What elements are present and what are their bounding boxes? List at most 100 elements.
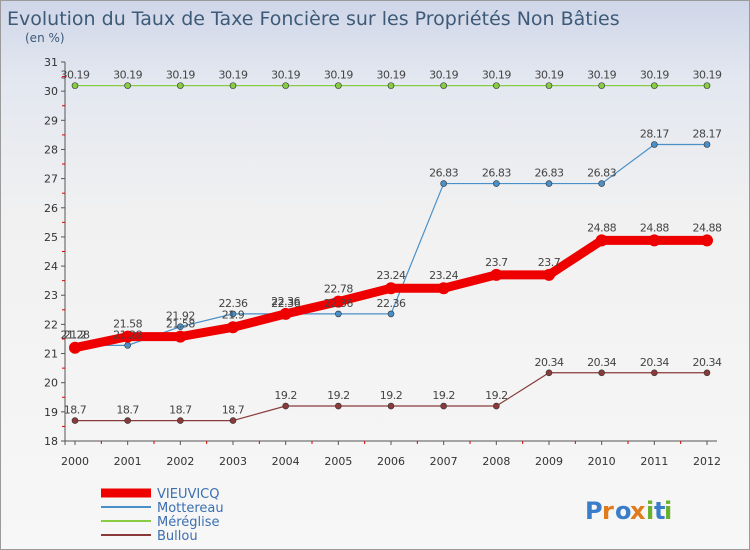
data-label: 30.19 [535, 69, 564, 82]
data-point [177, 417, 184, 424]
logo-letter: t [654, 497, 665, 525]
data-label: 18.7 [64, 404, 87, 417]
y-tick-label: 25 [44, 231, 58, 244]
data-point [598, 82, 605, 89]
data-point [545, 369, 553, 377]
series-vieuvicq [69, 234, 713, 354]
x-tick-label: 2010 [588, 455, 616, 468]
y-tick-label: 23 [44, 289, 58, 302]
data-label: 21.92 [166, 310, 195, 323]
series-méréglise [71, 82, 711, 89]
series-layer [69, 82, 713, 424]
data-label: 30.19 [219, 69, 248, 82]
data-point [598, 369, 605, 377]
series-bullou [71, 369, 711, 424]
data-label: 28.17 [640, 128, 669, 141]
logo-letter: i [646, 497, 654, 525]
data-point [493, 82, 500, 89]
data-label: 20.34 [587, 356, 616, 369]
data-label: 30.19 [271, 69, 300, 82]
data-label: 30.19 [587, 69, 616, 82]
data-point [437, 282, 450, 295]
data-point [703, 141, 711, 148]
data-point [174, 330, 187, 343]
data-label: 30.19 [324, 69, 353, 82]
data-label: 30.19 [482, 69, 511, 82]
data-label: 30.19 [166, 69, 195, 82]
data-label: 24.88 [640, 221, 669, 234]
y-tick-label: 28 [44, 143, 58, 156]
data-point [124, 82, 131, 89]
data-point [121, 330, 134, 343]
x-tick-label: 2004 [272, 455, 300, 468]
data-label: 21.58 [113, 318, 142, 331]
x-tick-label: 2000 [61, 455, 89, 468]
data-point [543, 268, 555, 281]
x-tick-label: 2002 [166, 455, 194, 468]
data-point [387, 402, 395, 410]
data-point [124, 417, 131, 424]
x-tick-label: 2003 [219, 455, 247, 468]
y-tick-label: 19 [44, 406, 58, 419]
y-tick-label: 24 [44, 260, 58, 273]
data-point [703, 369, 711, 377]
x-tick-label: 2001 [114, 455, 142, 468]
data-label: 21.2 [64, 329, 87, 342]
data-point [335, 82, 342, 89]
data-point [71, 82, 79, 89]
data-label: 18.7 [169, 404, 192, 417]
data-label: 24.88 [693, 221, 722, 234]
data-label: 26.83 [587, 167, 616, 180]
y-tick-label: 21 [44, 348, 58, 361]
data-label: 23.24 [377, 269, 406, 282]
data-label: 30.19 [429, 69, 458, 82]
data-label: 22.36 [377, 297, 406, 310]
data-point [493, 402, 500, 410]
logo-letter: i [664, 497, 672, 525]
data-point [227, 321, 239, 334]
logo-letter: o [615, 497, 632, 525]
data-point [651, 369, 658, 377]
data-point [335, 402, 342, 410]
data-label: 20.34 [693, 356, 722, 369]
data-label: 26.83 [429, 167, 458, 180]
x-tick-label: 2008 [482, 455, 510, 468]
data-label: 30.19 [113, 69, 142, 82]
data-point [279, 307, 292, 320]
data-point [177, 323, 184, 331]
data-point [69, 341, 81, 354]
data-point [440, 402, 447, 410]
data-point [703, 82, 711, 89]
legend-label: Mottereau [157, 501, 224, 516]
logo-letter: x [630, 497, 646, 525]
data-label: 23.7 [538, 256, 561, 269]
x-tick-label: 2011 [640, 455, 668, 468]
y-axis-unit-label: (en %) [25, 31, 65, 45]
data-label: 18.7 [222, 404, 245, 417]
data-point [332, 295, 345, 308]
chart-title: Evolution du Taux de Taxe Foncière sur l… [7, 8, 620, 30]
data-point [124, 342, 131, 349]
axes: 18 19 20 21 22 23 24 25 26 27 28 29 30 31 2000 2001 2002… [44, 56, 721, 468]
y-tick-label: 30 [44, 85, 58, 98]
y-tick-label: 18 [44, 435, 58, 448]
data-label: 19.2 [485, 389, 508, 402]
data-point [385, 282, 397, 295]
legend-label: VIEUVICQ [157, 487, 220, 502]
data-label: 19.2 [380, 389, 403, 402]
data-point [651, 141, 658, 148]
data-label: 21.28 [113, 328, 142, 341]
data-point [440, 180, 447, 187]
data-point [440, 82, 447, 89]
logo-letter: P [585, 497, 603, 525]
data-point [282, 402, 289, 410]
data-label: 24.88 [587, 221, 616, 234]
data-point [493, 180, 500, 187]
data-point [335, 310, 342, 318]
data-label: 22.36 [271, 295, 300, 308]
x-tick-label: 2006 [377, 455, 405, 468]
data-point [387, 310, 395, 318]
data-label: 26.83 [535, 167, 564, 180]
